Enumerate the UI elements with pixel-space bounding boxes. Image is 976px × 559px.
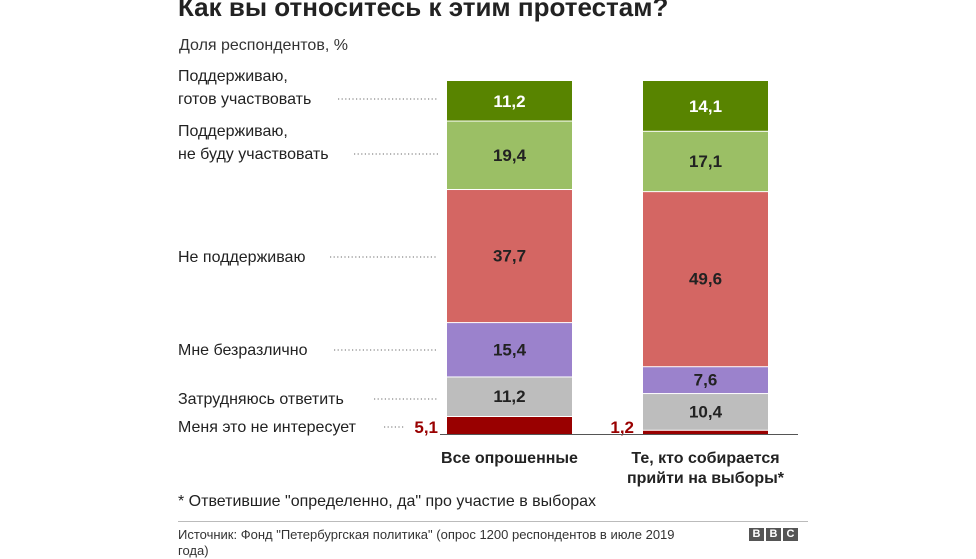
bbc-logo: B B C [749,528,798,541]
bar-segment [643,366,768,394]
legend-label: Меня это не интересует [178,419,357,436]
segment-gap [447,119,572,122]
source-note: Источник: Фонд "Петербургская политика" … [178,527,675,558]
data-label: 19,4 [493,146,527,165]
data-label: 17,1 [689,152,722,171]
segment-gap [643,190,768,193]
bar-segment [643,191,768,367]
chart-subtitle: Доля респондентов, % [179,37,348,54]
chart-title: Как вы относитесь к этим протестам? [178,0,669,22]
bbc-logo-letter: C [783,528,798,541]
data-label: 15,4 [493,340,527,359]
data-label: 11,2 [493,92,525,111]
x-tick-label: Те, кто собирается прийти на выборы* [627,450,785,487]
bar-segment [643,429,768,434]
bar-segment [447,81,572,121]
footer-divider [178,521,808,522]
bar-segment [643,81,768,131]
data-label: 49,6 [689,270,722,289]
data-label: 5,1 [414,418,438,437]
legend-label: Не поддерживаю [178,249,305,266]
legend-label: Мне безразлично [178,342,308,359]
bbc-logo-letter: B [749,528,764,541]
footnote: * Ответившие "определенно, да" про участ… [178,493,597,510]
bar-segment [643,393,768,430]
bar-segment [447,189,572,323]
data-label: 10,4 [689,402,723,421]
data-label: 11,2 [493,387,525,406]
legend-label: Поддерживаю, не буду участвовать [178,123,329,163]
legend-label: Поддерживаю, готов участвовать [178,68,311,108]
x-tick-label: Все опрошенные [441,450,578,467]
bbc-logo-letter: B [766,528,781,541]
legend-label: Затрудняюсь ответить [178,391,344,408]
bar-segment [643,130,768,192]
bar-segment [447,376,572,416]
bar-segment [447,415,572,434]
data-label: 7,6 [694,371,718,390]
data-label: 14,1 [689,97,722,116]
bar-segment [447,322,572,377]
bar-segment [447,120,572,190]
data-label: 37,7 [493,247,526,266]
data-label: 1,2 [610,418,634,437]
